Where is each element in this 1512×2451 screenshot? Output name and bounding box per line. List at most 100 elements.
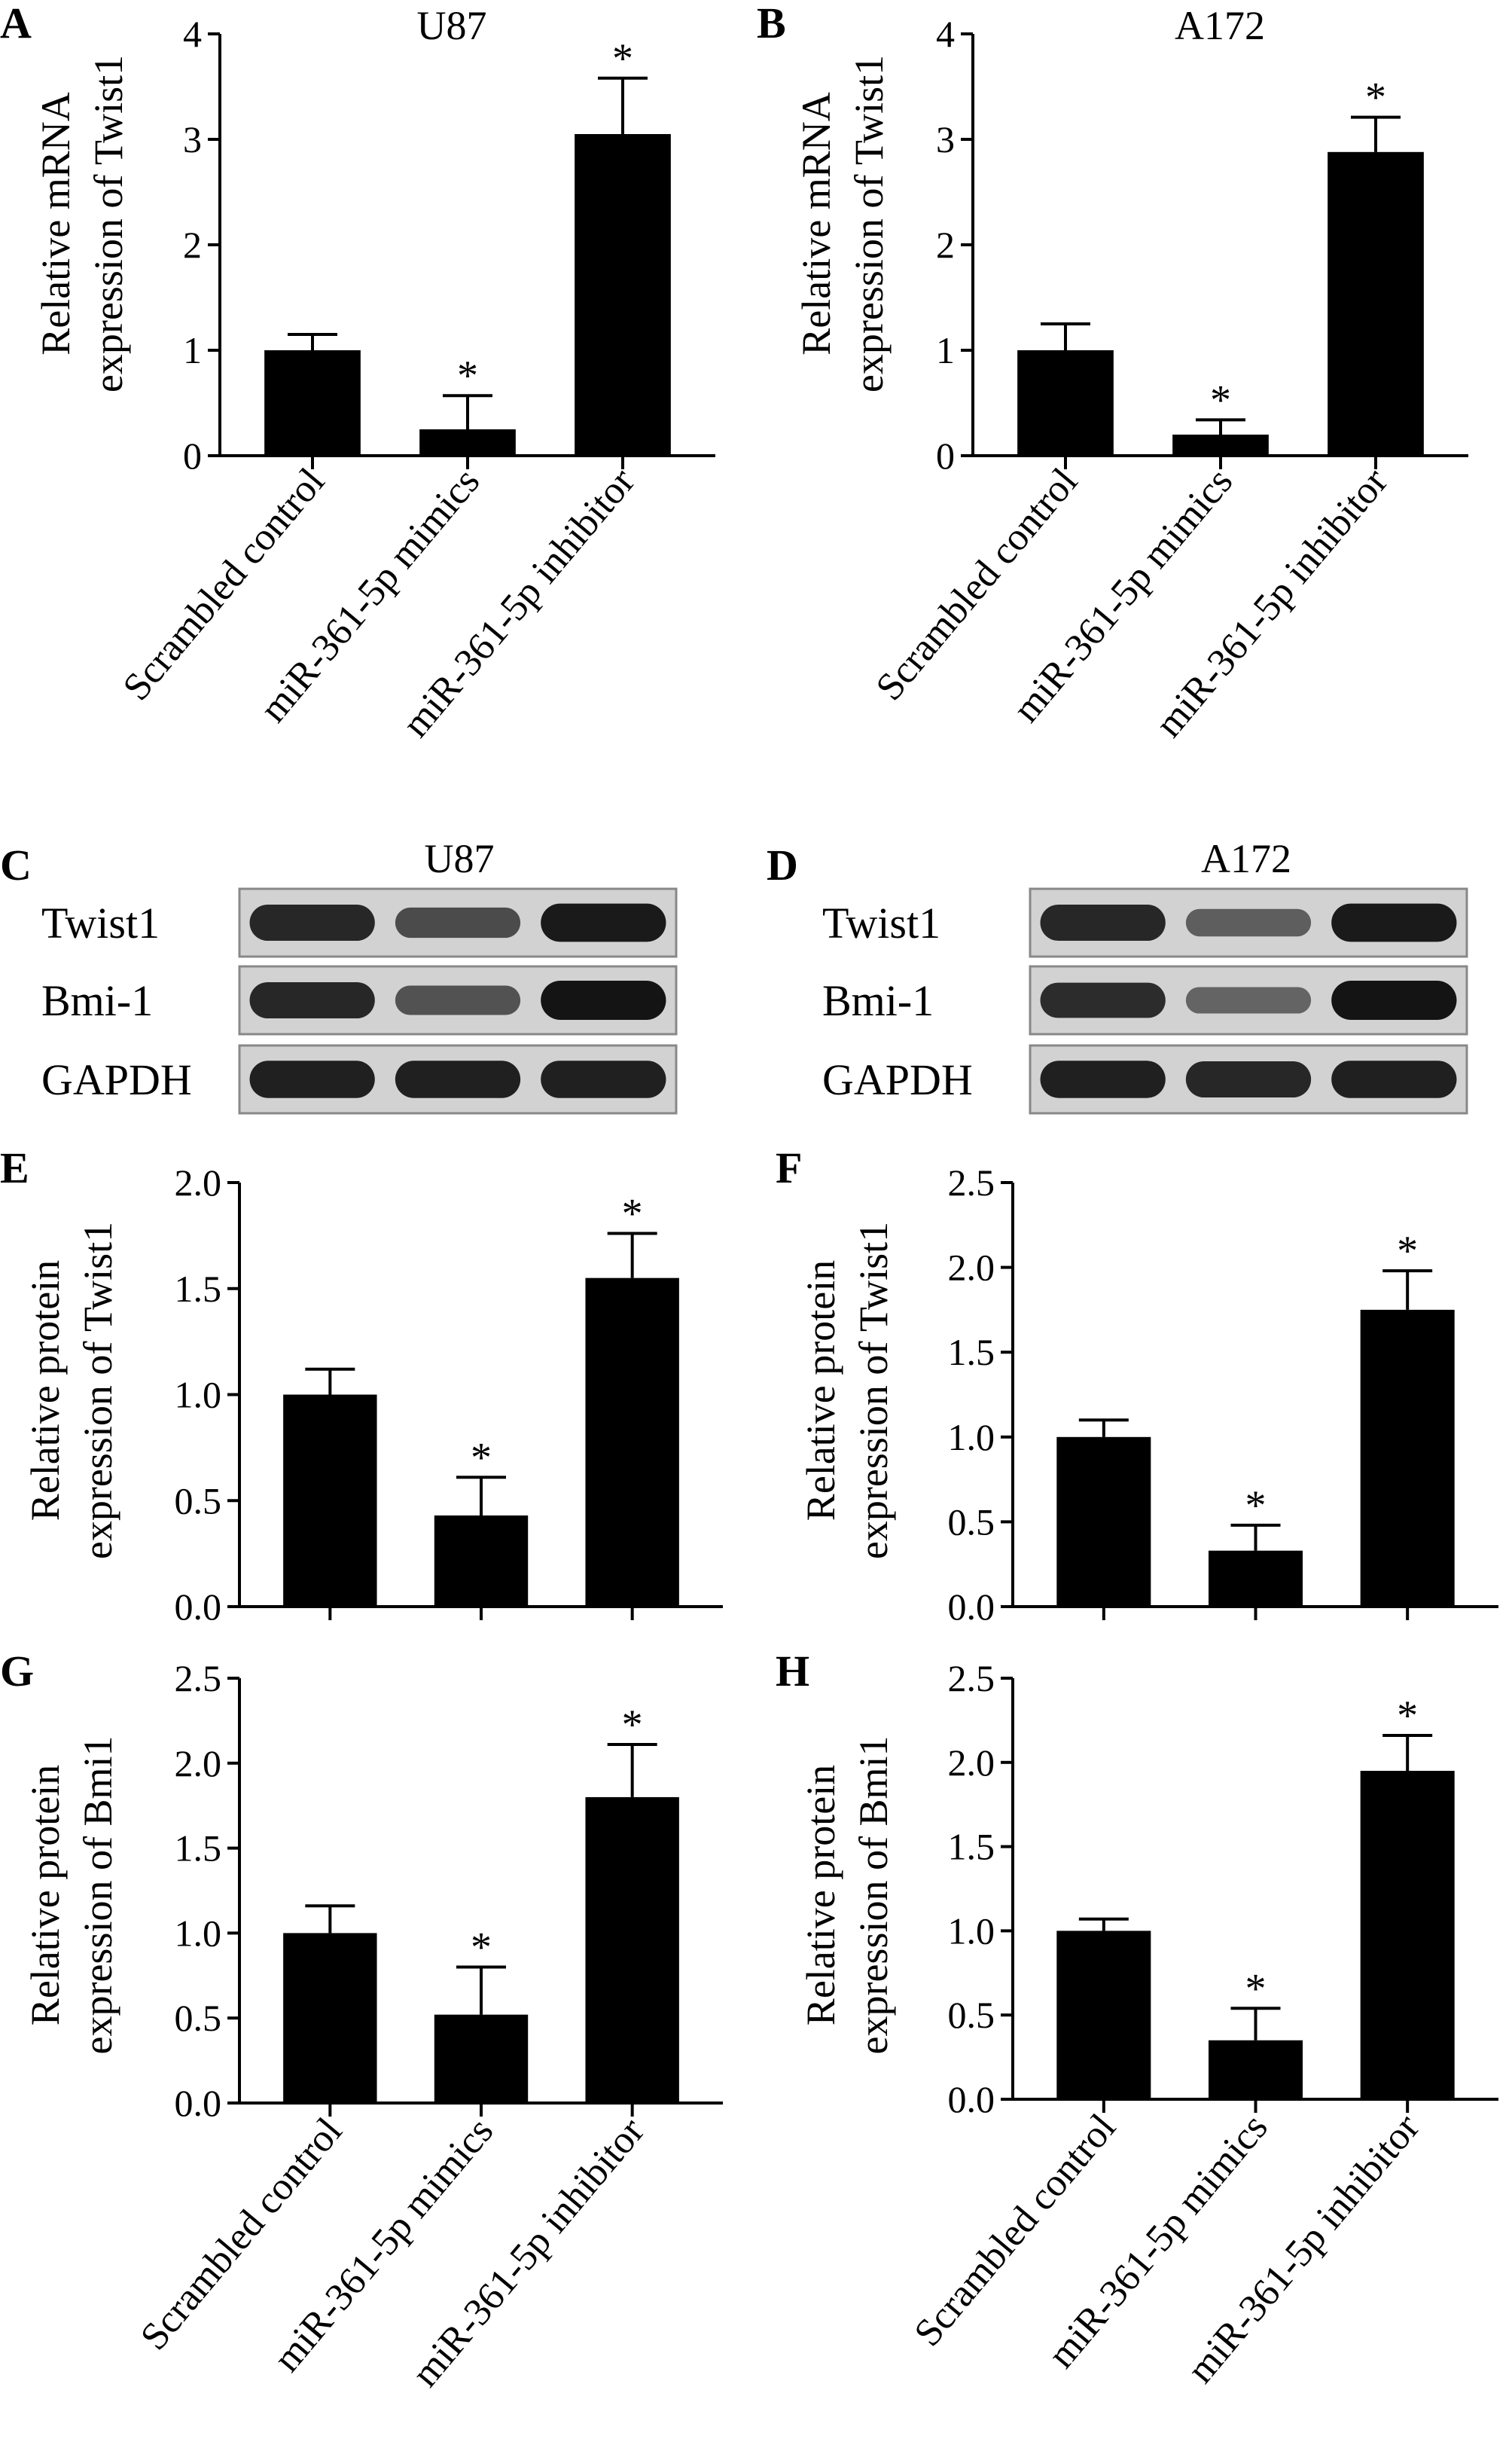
svg-text:expression of Twist1: expression of Twist1 [851,1222,896,1559]
blot-band [249,1061,375,1098]
bar [585,1277,679,1607]
y-tick-label: 1.0 [175,1374,222,1416]
blot-band [395,985,521,1015]
bar [1056,1931,1151,2099]
chart-panel-f: F Relative protein expression of Twist1 … [776,1143,1498,1628]
panel-letter-c: C [0,841,32,890]
bar [434,1515,529,1607]
bar [264,350,361,456]
chart-panel-b: B A172 Relative mRNA expression of Twist… [757,0,1468,746]
blot-band [395,907,521,939]
significance-marker: * [1210,377,1231,423]
y-tick-label: 2 [183,224,202,266]
bar [1360,1309,1455,1607]
y-tick-label: 2.0 [175,1161,222,1204]
blot-row-label: Twist1 [41,899,160,948]
panel-letter-e: E [0,1143,29,1192]
y-tick-label: 0.0 [948,1586,995,1628]
y-tick-label: 3 [936,118,955,160]
y-tick-label: 2 [936,224,955,266]
blot-band [541,981,666,1020]
y-axis-label: Relative protein expression of Bmi1 [798,1736,896,2055]
panel-letter-d: D [767,841,798,890]
y-tick-label: 1.0 [948,1416,995,1458]
chart-title: U87 [417,3,487,48]
significance-marker: * [612,35,633,82]
significance-marker: * [1245,1965,1267,2012]
blot-row-label: Twist1 [822,899,940,948]
y-tick-label: 0.0 [948,2078,995,2120]
significance-marker: * [1365,75,1386,121]
blot-band [1185,1061,1312,1098]
bar [1328,151,1424,456]
y-tick-label: 0.5 [175,1479,222,1522]
y-tick-label: 0 [183,435,202,477]
svg-text:expression of Bmi1: expression of Bmi1 [851,1736,896,2055]
y-axis-label: Relative protein expression of Twist1 [798,1222,896,1559]
chart-panel-e: E Relative protein expression of Twist1 … [0,1143,723,1628]
bar [1208,1550,1303,1607]
bar [1017,350,1114,456]
y-axis-label: Relative protein expression of Twist1 [23,1222,120,1559]
blot-panel-d: D A172 Twist1 Bmi-1 GAPDH [767,836,1468,1115]
svg-text:expression of Twist1: expression of Twist1 [846,55,892,392]
blot-band [1331,981,1457,1020]
blot-band [395,1061,521,1098]
blot-band [1185,908,1312,937]
panel-letter-f: F [776,1143,802,1192]
significance-marker: * [1397,1693,1418,1739]
y-tick-label: 0 [936,435,955,477]
blot-band [1040,904,1166,942]
bar [1056,1436,1151,1607]
blot-band [1040,1061,1166,1098]
svg-text:Relative mRNA: Relative mRNA [794,92,839,355]
y-tick-label: 1.0 [948,1909,995,1952]
y-tick-label: 2.5 [948,1657,995,1699]
y-tick-label: 2.5 [948,1161,995,1204]
bar [283,1933,377,2103]
significance-marker: * [471,1924,492,1971]
y-tick-label: 0.5 [948,1994,995,2036]
blot-band [541,903,666,942]
y-axis-label: Relative protein expression of Bmi1 [23,1736,120,2055]
bar [1172,435,1269,456]
y-tick-label: 2.0 [948,1741,995,1784]
svg-text:expression of Twist1: expression of Twist1 [75,1222,120,1559]
svg-text:Relative protein: Relative protein [23,1260,68,1521]
svg-text:Relative protein: Relative protein [23,1765,68,2025]
significance-marker: * [457,353,478,399]
y-tick-label: 4 [183,13,202,55]
blot-band [249,904,375,942]
bar [434,2014,529,2103]
blot-row-label: Bmi-1 [41,976,153,1025]
blot-title: U87 [425,836,495,881]
blot-band [1331,903,1457,942]
blot-row-label: GAPDH [822,1055,973,1104]
y-tick-label: 1 [936,329,955,371]
significance-marker: * [622,1191,643,1238]
blot-band [1185,987,1312,1014]
significance-marker: * [471,1434,492,1481]
bar [1360,1770,1455,2099]
blot-row-label: GAPDH [41,1055,192,1104]
chart-panel-a: A U87 Relative mRNA expression of Twist1… [0,0,715,746]
chart-panel-h: H Relative protein expression of Bmi1 0.… [776,1647,1498,2391]
y-tick-label: 0.5 [948,1500,995,1543]
panel-letter-h: H [776,1647,809,1696]
significance-marker: * [622,1702,643,1748]
significance-marker: * [1245,1482,1267,1529]
panel-letter-g: G [0,1647,34,1696]
y-tick-label: 1.5 [175,1827,222,1870]
y-tick-label: 0.5 [175,1997,222,2039]
blot-band [541,1061,666,1098]
significance-marker: * [1397,1228,1418,1274]
y-tick-label: 1.5 [948,1826,995,1868]
y-tick-label: 1 [183,329,202,371]
chart-panel-g: G Relative protein expression of Bmi1 0.… [0,1647,723,2395]
svg-text:Relative protein: Relative protein [798,1765,843,2025]
y-axis-label: Relative mRNA expression of Twist1 [33,55,131,392]
y-tick-label: 2.0 [948,1247,995,1289]
svg-text:expression of Bmi1: expression of Bmi1 [75,1736,120,2055]
y-tick-label: 3 [183,118,202,160]
